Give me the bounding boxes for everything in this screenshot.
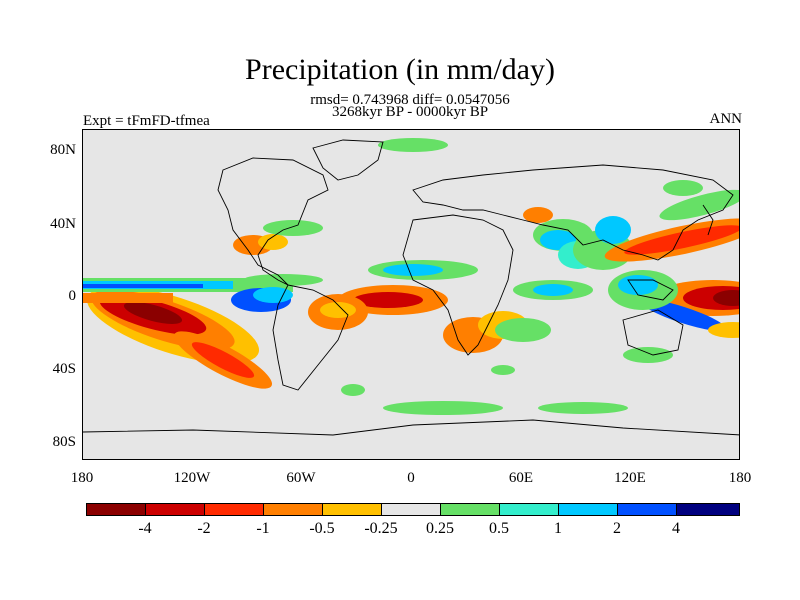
colorbar-swatch	[322, 503, 382, 516]
stats-subtitle: rmsd= 0.743968 diff= 0.0547056	[310, 92, 510, 108]
colorbar-swatch	[86, 503, 146, 516]
coastlines	[83, 139, 739, 436]
experiment-label: Expt = tFmFD-tfmea	[83, 113, 210, 129]
colorbar-swatch	[263, 503, 323, 516]
colorbar-label: -0.25	[364, 520, 398, 537]
colorbar-label: -4	[138, 520, 152, 537]
x-tick-label: 120W	[173, 470, 211, 486]
colorbar-swatch	[145, 503, 205, 516]
colorbar-swatch	[440, 503, 500, 516]
colorbar-label: 1	[554, 520, 562, 537]
y-tick-label: 0	[68, 288, 77, 304]
y-tick-label: 40N	[50, 216, 76, 232]
x-tick-label: 120E	[614, 470, 646, 486]
colorbar-label: -0.5	[309, 520, 335, 537]
colorbar-label: 0.5	[489, 520, 509, 537]
season-label: ANN	[709, 111, 743, 127]
y-tick-label: 80S	[52, 434, 76, 450]
colorbar-swatch	[204, 503, 264, 516]
y-tick-label: 80N	[50, 142, 76, 158]
colorbar-swatch	[617, 503, 677, 516]
colorbar-swatch	[499, 503, 559, 516]
colorbar-label: -1	[256, 520, 270, 537]
precip-map	[83, 138, 739, 436]
map-panel	[82, 129, 740, 460]
x-tick-label: 180	[70, 470, 94, 486]
colorbar-label: 4	[672, 520, 680, 537]
period-subtitle: 3268kyr BP - 0000kyr BP	[331, 104, 489, 120]
colorbar-swatch	[676, 503, 740, 516]
x-tick-label: 180	[728, 470, 752, 486]
x-tick-label: 60W	[286, 470, 316, 486]
plot-title: Precipitation (in mm/day)	[245, 53, 555, 86]
y-tick-label: 40S	[52, 361, 76, 377]
colorbar-label: -2	[197, 520, 211, 537]
x-tick-label: 60E	[508, 470, 534, 486]
x-tick-label: 0	[407, 470, 415, 486]
colorbar-swatch	[558, 503, 618, 516]
anomaly-fields	[83, 138, 739, 415]
colorbar-swatch	[381, 503, 441, 516]
colorbar-label: 2	[613, 520, 621, 537]
colorbar-label: 0.25	[426, 520, 454, 537]
